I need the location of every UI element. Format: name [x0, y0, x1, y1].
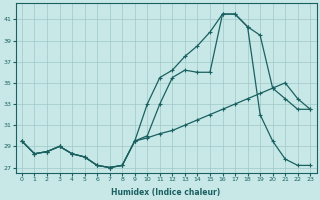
- X-axis label: Humidex (Indice chaleur): Humidex (Indice chaleur): [111, 188, 221, 197]
